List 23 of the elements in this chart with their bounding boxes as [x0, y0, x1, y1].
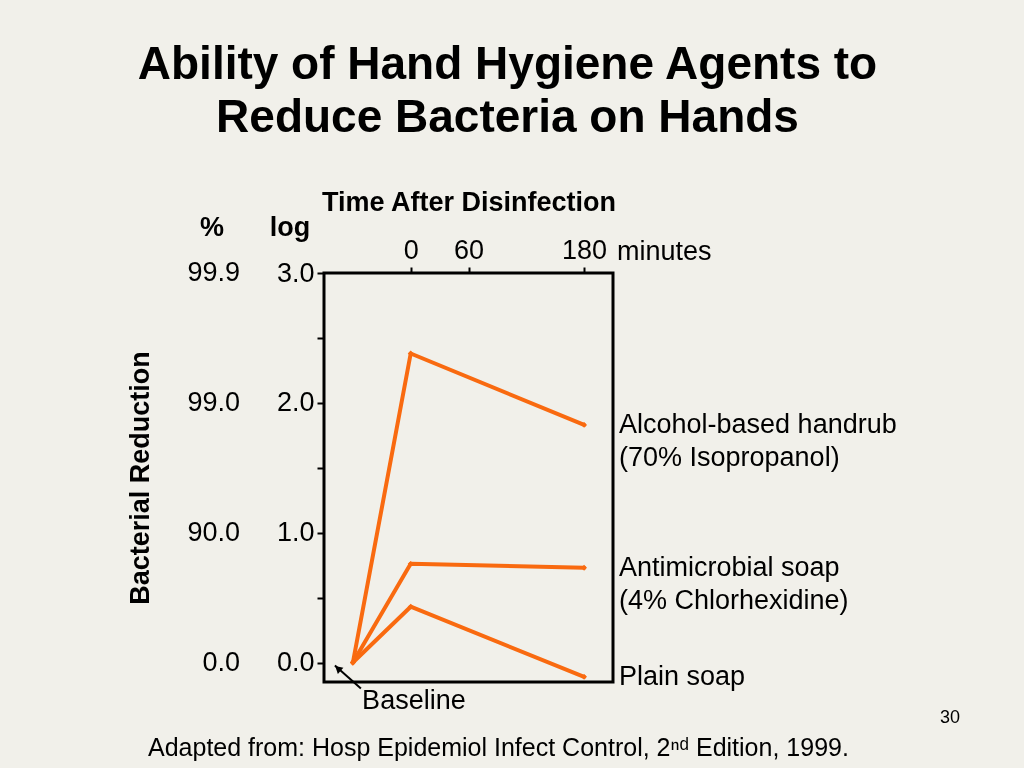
y-tick-label: 3.0 — [276, 257, 315, 288]
text: Adapted from: Hosp Epidemiol Infect Control, 2ⁿᵈ Edition, 1999. — [148, 733, 849, 761]
text: 0.0 — [202, 646, 240, 677]
text: % — [199, 212, 225, 242]
annotation: Baseline — [362, 684, 466, 715]
chart-title: Ability of Hand Hygiene Agents to Reduce Bacteria on Hands — [137, 37, 878, 142]
text: minutes — [617, 236, 712, 266]
text: 90.0 — [187, 516, 240, 547]
series-label: Antimicrobial soap (4% Chlorhexidine) — [619, 551, 849, 615]
x-tick-label: 60 — [453, 234, 485, 265]
x-tick-label: 180 — [562, 234, 608, 265]
text: 30 — [939, 707, 961, 727]
y-tick-label: 1.0 — [276, 517, 315, 548]
text: 99.9 — [187, 257, 240, 287]
y-axis-title: Bacterial Reduction — [124, 351, 155, 605]
series-label: Alcohol-based handrub (70% Isopropanol) — [619, 408, 897, 472]
series-label: Plain soap — [619, 660, 746, 691]
y-tick-label: 0.0 — [276, 647, 315, 678]
text: 99.0 — [187, 386, 240, 417]
y-tick-label: 2.0 — [276, 387, 315, 418]
x-axis-title: Time After Disinfection — [321, 186, 617, 217]
x-tick-label: 0 — [403, 234, 419, 265]
text: log — [269, 212, 311, 242]
